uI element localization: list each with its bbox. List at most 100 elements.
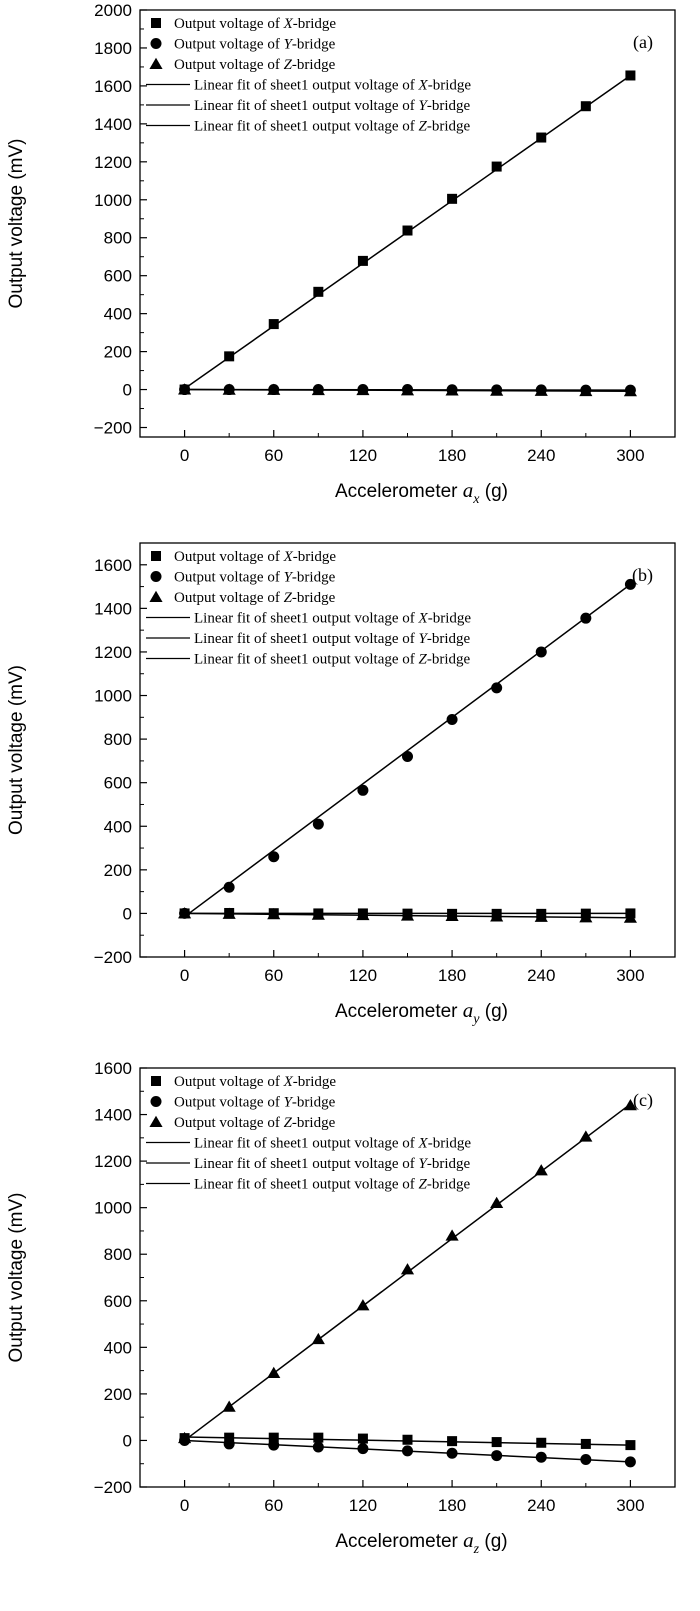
legend-entry-pre: Output voltage of (174, 1095, 284, 1111)
data-point-z-bridge (490, 910, 504, 922)
x-tick-label: 60 (264, 1496, 283, 1515)
x-tick-label: 120 (349, 446, 377, 465)
data-point-x-bridge (536, 132, 547, 143)
data-point-y-bridge (312, 818, 324, 830)
legend-entry-pre: Output voltage of (174, 16, 284, 32)
y-tick-label: 1800 (94, 39, 132, 58)
panel-1: −200020040060080010001200140016001800200… (6, 1, 676, 507)
data-point-y-bridge (357, 784, 369, 796)
legend-entry-pre: Output voltage of (174, 590, 284, 606)
legend-entry-var: X (283, 16, 294, 32)
data-point-x-bridge (224, 351, 235, 362)
y-tick-label: 400 (104, 817, 132, 836)
legend-entry-post: -bridge (428, 611, 472, 627)
x-axis-title-sub: x (472, 492, 480, 507)
x-tick-label: 60 (264, 966, 283, 985)
data-point-y-bridge (535, 1451, 547, 1463)
x-tick-label: 180 (438, 446, 466, 465)
legend-entry-var: Y (419, 98, 429, 114)
legend-entry-post: -bridge (427, 1177, 471, 1193)
data-point-x-bridge (447, 1436, 458, 1447)
x-tick-label: 0 (180, 446, 189, 465)
data-point-z-bridge (623, 385, 637, 397)
data-point-z-bridge (267, 908, 281, 920)
legend-entry-var: Z (284, 1115, 293, 1131)
data-point-y-bridge (402, 751, 413, 763)
legend-entry-var: Y (419, 631, 429, 647)
data-point-y-bridge (580, 1454, 592, 1466)
y-tick-label: 0 (123, 904, 132, 923)
data-point-y-bridge (357, 1443, 369, 1455)
data-point-z-bridge (178, 1431, 192, 1444)
legend-entry-pre: Linear fit of sheet1 output voltage of (194, 652, 419, 668)
y-tick-label: 400 (104, 1338, 132, 1357)
y-tick-label: 1000 (94, 1199, 132, 1218)
legend-marker (150, 1096, 162, 1107)
data-point-x-bridge (357, 255, 368, 266)
x-tick-label: 180 (438, 966, 466, 985)
data-point-x-bridge (268, 1432, 279, 1443)
data-point-z-bridge (400, 1263, 415, 1275)
x-tick-label: 300 (616, 966, 644, 985)
data-point-x-bridge (447, 193, 458, 204)
panel-label: (a) (633, 32, 653, 53)
x-axis-title-var: a (463, 998, 474, 1022)
legend-entry-post: -bridge (293, 549, 337, 565)
x-tick-label: 120 (349, 1496, 377, 1515)
legend-entry-post: -bridge (428, 1136, 472, 1152)
y-tick-label: 1000 (94, 687, 132, 706)
data-point-y-bridge (223, 1438, 235, 1450)
legend-entry-var: Y (284, 37, 294, 53)
x-tick-label: 180 (438, 1496, 466, 1515)
legend-entry: Linear fit of sheet1 output voltage of X… (194, 611, 471, 627)
data-point-y-bridge (446, 713, 458, 725)
legend-entry: Output voltage of Z-bridge (174, 1115, 336, 1131)
x-axis-title-unit: (g) (480, 481, 509, 502)
data-point-x-bridge (625, 70, 636, 81)
x-axis-title: Accelerometer ay (g) (335, 998, 508, 1027)
legend-entry: Output voltage of Y-bridge (174, 570, 336, 586)
y-tick-label: 600 (104, 1292, 132, 1311)
legend-entry: Linear fit of sheet1 output voltage of Y… (194, 631, 471, 647)
data-point-x-bridge (402, 225, 413, 236)
legend-entry-var: X (283, 549, 294, 565)
panel-3: −200 0 200 400 600 800 1000 1200 1400 1600 0 60 120 1… (6, 1059, 676, 1557)
y-tick-label: 1600 (94, 77, 132, 96)
y-tick-label: 1200 (94, 1152, 132, 1171)
y-axis-title: Output voltage (mV) (6, 138, 27, 308)
legend-entry-pre: Output voltage of (174, 57, 284, 73)
data-point-y-bridge (312, 1441, 324, 1453)
legend-entry-pre: Output voltage of (174, 1074, 284, 1090)
data-point-y-bridge (624, 578, 636, 590)
data-point-x-bridge (491, 161, 502, 172)
x-axis-title-sub: y (471, 1012, 480, 1027)
legend-marker (150, 38, 162, 49)
legend-entry-pre: Linear fit of sheet1 output voltage of (194, 1177, 419, 1193)
data-point-y-bridge (268, 851, 280, 863)
legend-entry-post: -bridge (427, 98, 471, 114)
data-point-y-bridge (491, 1450, 503, 1462)
x-tick-label: 300 (616, 446, 644, 465)
data-point-z-bridge (222, 383, 236, 395)
y-axis-title: Output voltage (mV) (6, 1192, 27, 1362)
legend-entry-var: X (418, 78, 429, 94)
data-point-x-bridge (313, 286, 324, 297)
x-tick-label: 240 (527, 446, 555, 465)
legend-entry-var: X (418, 1136, 429, 1152)
y-tick-label: 800 (104, 1245, 132, 1264)
x-axis-title-var: a (463, 478, 474, 502)
legend-entry-post: -bridge (293, 1074, 337, 1090)
legend-entry: Linear fit of sheet1 output voltage of Y… (194, 98, 471, 114)
panel-label: (c) (633, 1090, 653, 1111)
plot-frame (139, 9, 676, 438)
data-point-z-bridge (579, 911, 593, 923)
y-tick-label: 600 (104, 267, 132, 286)
legend-marker (150, 571, 162, 582)
legend-entry-pre: Linear fit of sheet1 output voltage of (194, 631, 419, 647)
data-point-z-bridge (579, 1130, 593, 1142)
y-tick-label: 1400 (94, 1106, 132, 1125)
data-point-x-bridge (224, 1432, 235, 1443)
x-axis-title: Accelerometer ax (g) (335, 478, 508, 507)
data-point-z-bridge (178, 907, 192, 919)
y-tick-label: 400 (104, 305, 132, 324)
